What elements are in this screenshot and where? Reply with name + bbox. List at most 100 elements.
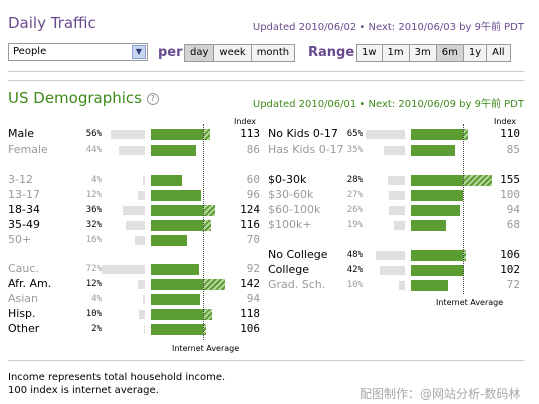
- index-bar: [411, 190, 463, 201]
- index-bar: [151, 235, 187, 246]
- per-segmented-control: day week month: [184, 44, 296, 62]
- index-bar: [151, 220, 203, 231]
- internet-average-label-right: Internet Average: [436, 298, 504, 307]
- percent-value: 27%: [346, 190, 363, 200]
- percent-bar: [384, 146, 405, 155]
- range-option-all[interactable]: All: [487, 45, 510, 61]
- index-bar-over-average: [203, 129, 210, 140]
- index-bar: [411, 129, 463, 140]
- index-value: 72: [506, 278, 520, 291]
- index-bar-over-average: [203, 279, 225, 290]
- percent-value: 10%: [346, 280, 363, 290]
- metric-dropdown[interactable]: People ▼: [8, 43, 148, 61]
- percent-bar: [389, 191, 405, 200]
- percent-bar: [394, 221, 405, 230]
- range-option-1y[interactable]: 1y: [463, 45, 488, 61]
- update-info: Updated 2010/06/02 • Next: 2010/06/03 by…: [252, 22, 524, 33]
- index-bar: [151, 279, 203, 290]
- percent-value: 42%: [346, 265, 363, 275]
- percent-value: 36%: [85, 205, 102, 215]
- row-label: $100k+: [268, 218, 312, 231]
- index-bar: [151, 324, 203, 335]
- percent-value: 4%: [91, 175, 102, 185]
- index-header-right: Index: [494, 117, 517, 126]
- percent-value: 12%: [85, 279, 102, 289]
- percent-value: 16%: [85, 235, 102, 245]
- percent-value: 65%: [346, 129, 363, 139]
- range-option-1w[interactable]: 1w: [357, 45, 383, 61]
- percent-value: 4%: [91, 294, 102, 304]
- row-label: Grad. Sch.: [268, 278, 326, 291]
- index-value: 92: [246, 262, 260, 275]
- index-bar: [151, 129, 203, 140]
- divider: [8, 71, 524, 72]
- index-value: 110: [500, 127, 520, 140]
- index-bar: [151, 309, 203, 320]
- percent-value: 28%: [346, 175, 363, 185]
- row-label: Male: [8, 127, 35, 140]
- index-value: 142: [240, 277, 260, 290]
- row-label: 13-17: [8, 188, 40, 201]
- range-option-6m[interactable]: 6m: [436, 45, 464, 61]
- row-label: 50+: [8, 233, 32, 246]
- index-value: 70: [246, 233, 260, 246]
- percent-value: 48%: [346, 250, 363, 260]
- index-value: 94: [246, 292, 260, 305]
- row-label: 3-12: [8, 173, 33, 186]
- percent-bar: [119, 146, 145, 155]
- index-bar: [411, 220, 446, 231]
- demographics-update-info: Updated 2010/06/01 • Next: 2010/06/09 by…: [252, 99, 524, 110]
- index-bar-over-average: [203, 205, 215, 216]
- index-header-left: Index: [234, 117, 257, 126]
- row-label: No College: [268, 248, 328, 261]
- index-bar: [151, 264, 199, 275]
- index-value: 118: [240, 307, 260, 320]
- percent-value: 32%: [85, 220, 102, 230]
- percent-bar: [135, 236, 145, 245]
- range-option-1m[interactable]: 1m: [382, 45, 410, 61]
- percent-value: 12%: [85, 190, 102, 200]
- row-label: Female: [8, 143, 48, 156]
- per-option-day[interactable]: day: [185, 45, 215, 61]
- range-label: Range: [308, 45, 355, 60]
- help-icon[interactable]: ?: [146, 92, 159, 105]
- divider: [8, 80, 524, 81]
- index-bar: [411, 145, 455, 156]
- percent-bar: [376, 251, 405, 260]
- index-value: 86: [246, 143, 260, 156]
- per-option-month[interactable]: month: [251, 45, 295, 61]
- row-label: 35-49: [8, 218, 40, 231]
- index-bar: [151, 294, 200, 305]
- index-value: 155: [500, 173, 520, 186]
- index-bar: [151, 205, 203, 216]
- index-value: 102: [500, 263, 520, 276]
- index-bar: [411, 265, 463, 276]
- index-value: 113: [240, 127, 260, 140]
- index-value: 106: [500, 248, 520, 261]
- index-bar: [411, 175, 463, 186]
- range-option-3m[interactable]: 3m: [409, 45, 437, 61]
- index-value: 85: [506, 143, 520, 156]
- percent-value: 10%: [85, 309, 102, 319]
- row-label: $30-60k: [268, 188, 314, 201]
- row-label: Asian: [8, 292, 39, 305]
- percent-bar: [123, 206, 145, 215]
- demographics-title-text: US Demographics: [8, 89, 142, 107]
- chevron-down-icon[interactable]: ▼: [132, 45, 146, 59]
- index-value: 94: [506, 203, 520, 216]
- page-title: Daily Traffic: [8, 14, 96, 32]
- index-bar: [151, 175, 182, 186]
- percent-value: 26%: [346, 205, 363, 215]
- index-value: 116: [240, 218, 260, 231]
- per-label: per: [158, 45, 183, 60]
- percent-bar: [144, 325, 145, 334]
- percent-bar: [102, 265, 145, 274]
- row-label: Afr. Am.: [8, 277, 52, 290]
- per-option-week[interactable]: week: [214, 45, 252, 61]
- internet-average-line: [463, 124, 464, 294]
- percent-value: 72%: [85, 264, 102, 274]
- percent-value: 56%: [85, 129, 102, 139]
- percent-bar: [138, 191, 145, 200]
- index-bar-over-average: [203, 309, 212, 320]
- percent-bar: [380, 266, 405, 275]
